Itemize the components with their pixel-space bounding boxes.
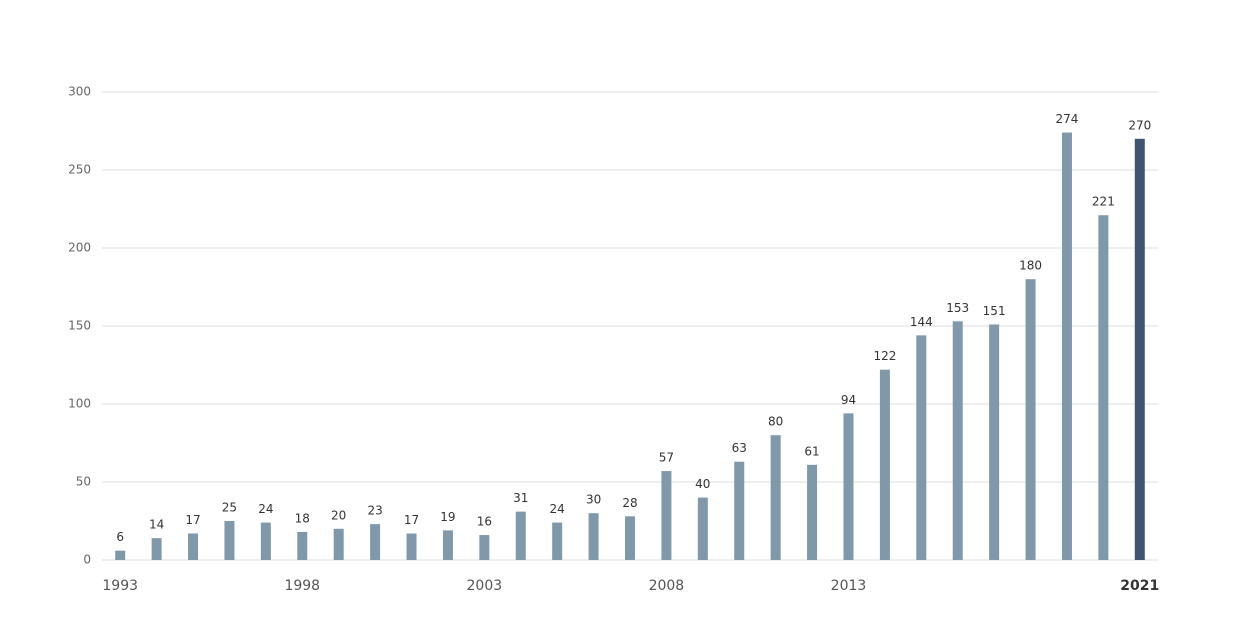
value-label: 17 [404, 513, 419, 527]
x-tick-label: 2021 [1120, 578, 1159, 594]
bar [442, 530, 453, 560]
value-label: 144 [910, 315, 933, 329]
bar [333, 528, 344, 560]
bar [370, 524, 381, 560]
y-tick-label: 250 [68, 163, 91, 177]
value-label: 180 [1019, 259, 1042, 273]
bar [989, 324, 1000, 560]
value-label: 14 [149, 518, 164, 532]
bar [588, 513, 599, 560]
value-label: 31 [513, 491, 528, 505]
bar [952, 321, 963, 560]
bar [188, 533, 199, 560]
bar [625, 516, 635, 560]
y-tick-label: 200 [68, 241, 91, 255]
bar [552, 522, 563, 560]
bar [115, 550, 126, 560]
bar [297, 531, 308, 560]
value-label: 19 [440, 510, 455, 524]
value-label: 63 [732, 441, 747, 455]
y-tick-label: 300 [68, 85, 91, 99]
bar [661, 471, 672, 560]
bar [479, 535, 490, 560]
bar [697, 497, 708, 560]
value-label: 274 [1056, 112, 1079, 126]
bar [879, 369, 890, 560]
value-label: 94 [841, 393, 856, 407]
bar [515, 511, 526, 560]
bar [151, 538, 162, 560]
value-label: 17 [185, 513, 200, 527]
value-label: 24 [258, 502, 273, 516]
value-label: 57 [659, 451, 674, 465]
value-label: 80 [768, 415, 783, 429]
x-tick-label: 2003 [467, 578, 503, 594]
value-label: 18 [295, 511, 310, 525]
value-label: 23 [367, 504, 382, 518]
bar [843, 413, 854, 560]
value-label: 221 [1092, 195, 1115, 209]
x-tick-label: 2013 [831, 578, 867, 594]
bar [1025, 279, 1036, 560]
y-tick-label: 150 [68, 319, 91, 333]
x-tick-label: 1993 [102, 578, 138, 594]
bar [807, 464, 818, 560]
value-label: 40 [695, 477, 710, 491]
x-tick-label: 1998 [284, 578, 320, 594]
value-label: 153 [946, 301, 969, 315]
bar [770, 435, 781, 560]
bar [734, 461, 745, 560]
bar [1098, 215, 1109, 561]
bar [224, 521, 235, 560]
value-label: 61 [804, 444, 819, 458]
bar [1134, 138, 1145, 561]
value-label: 16 [477, 515, 492, 529]
y-tick-label: 100 [68, 397, 91, 411]
value-label: 28 [622, 496, 637, 510]
value-label: 151 [983, 304, 1006, 318]
value-label: 6 [116, 530, 124, 544]
bar [916, 335, 927, 560]
value-label: 30 [586, 493, 601, 507]
value-label: 24 [550, 502, 565, 516]
bar [1061, 132, 1072, 560]
value-label: 122 [873, 349, 896, 363]
value-label: 25 [222, 501, 237, 515]
value-label: 270 [1128, 118, 1151, 132]
value-label: 20 [331, 508, 346, 522]
y-tick-label: 0 [83, 553, 91, 567]
bar [406, 533, 417, 560]
x-tick-label: 2008 [649, 578, 685, 594]
y-tick-label: 50 [76, 475, 91, 489]
bar [260, 522, 271, 560]
